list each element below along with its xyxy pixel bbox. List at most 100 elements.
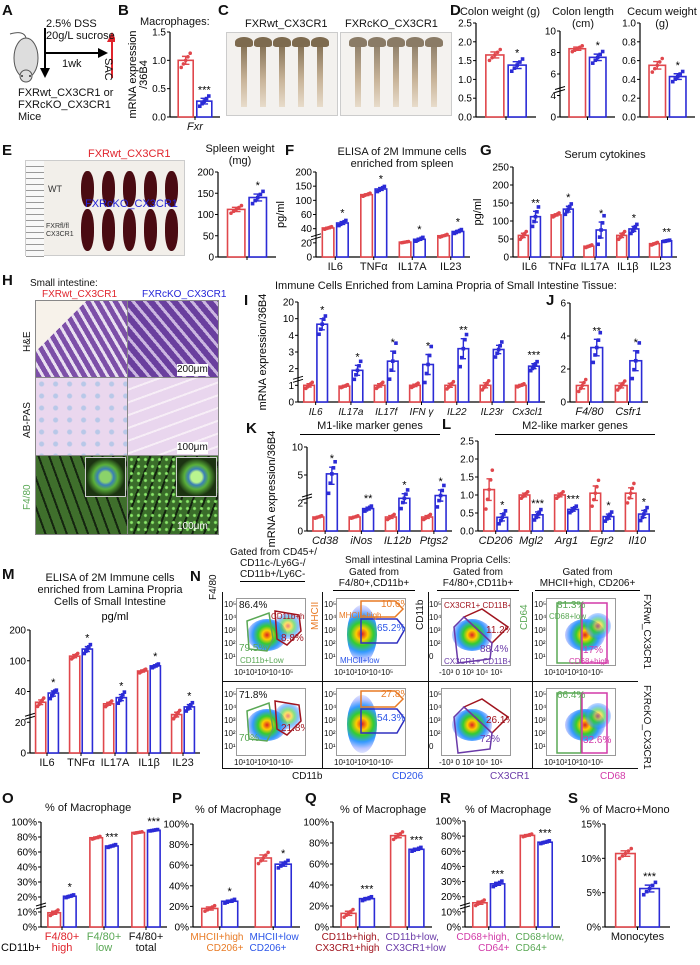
data-point-wt (529, 832, 534, 836)
data-point-ko (498, 343, 503, 348)
cecum-specimen (235, 37, 253, 47)
data-point-wt (620, 854, 625, 858)
data-point-wt (632, 481, 636, 486)
data-point-ko (318, 327, 323, 332)
category-label: Arg1 (554, 535, 578, 547)
y-tick-label: 10⁴ (429, 613, 442, 622)
gate-name-cx3cr1-high: CX3CR1+ CD11B+ high (444, 601, 511, 610)
data-point-ko (645, 505, 649, 510)
bar-ko (62, 895, 77, 928)
error-bar-wt (486, 478, 492, 502)
data-point-ko (541, 841, 545, 845)
data-point-ko (427, 353, 432, 358)
row-label-f480: F4/80 (22, 484, 33, 510)
y-tick-label: 2.5 (458, 19, 472, 30)
data-point-ko (650, 883, 655, 888)
data-point-ko (153, 828, 158, 832)
y-tick-label: 100 (492, 217, 509, 228)
y-axis-label: pg/ml (275, 201, 287, 228)
chart-svg: 0.0 0.2 0.4 0.6 0.8 1.0 * (622, 19, 695, 124)
gate-percent-cx3cr1-high: 26.1% (486, 715, 510, 726)
plot-area: 0 50 100 150 200 * (197, 168, 276, 264)
y-tick-label: 150 (197, 189, 214, 200)
gate-percent-cx3cr1-low: 72% (480, 734, 501, 745)
gate-overlay (556, 602, 608, 664)
significance-stars: * (515, 48, 520, 60)
axis-break-mark (310, 233, 322, 241)
y-tick-label: 0.0 (458, 113, 472, 124)
l-title: M2-like marker genes (495, 420, 655, 435)
category-label: CD64+ (478, 943, 510, 954)
y-tick-label: 60% (309, 860, 329, 871)
data-point-ko (635, 350, 640, 354)
panel-label-c: C (218, 2, 229, 19)
d2-title: Colon length (cm) (552, 6, 614, 30)
y-tick-label: 150 (492, 199, 509, 210)
gate-overlay (246, 700, 302, 742)
data-point-ko (596, 242, 600, 247)
significance-stars: *** (198, 84, 212, 96)
data-point-ko (603, 519, 608, 523)
colon-specimen (355, 41, 361, 107)
panel-label-q: Q (305, 790, 317, 807)
n-header-col2-2: F4/80+,CD11b+ (333, 578, 415, 591)
m-title-3: Cells of Small Intestine (54, 596, 166, 608)
n-yaxis-cd64: CD64 (519, 604, 530, 630)
mice-line2: FXRcKO_CX3CR1 (18, 99, 111, 111)
y-tick-label: 3 (288, 348, 294, 359)
data-point-ko (638, 518, 643, 523)
data-point-wt (406, 239, 411, 244)
axis-break-mark (24, 712, 36, 720)
data-point-ko (198, 104, 202, 109)
b-title: Macrophages: (140, 16, 210, 28)
data-point-ko (88, 642, 93, 647)
chart-svg: 0 50 100 150 200 * (197, 168, 276, 264)
data-point-ko (653, 880, 658, 885)
data-point-ko (85, 647, 90, 651)
data-point-ko (532, 219, 536, 224)
h-ko-label: FXRcKO_CX3CR1 (142, 289, 227, 300)
y-tick-label: 100 (295, 196, 312, 207)
category-label: CD206+ (250, 943, 287, 954)
significance-stars: * (456, 216, 461, 228)
category-label: Fxr (187, 121, 204, 133)
data-point-ko (83, 649, 88, 654)
y-tick-label: 0.0 (460, 527, 474, 538)
data-point-wt (490, 55, 494, 60)
data-point-ko (382, 184, 387, 189)
data-point-ko (358, 359, 363, 364)
data-point-ko (184, 709, 189, 713)
data-point-ko (357, 364, 361, 368)
significance-stars: * (320, 305, 325, 317)
data-point-ko (518, 60, 522, 64)
data-point-ko (419, 845, 423, 850)
data-point-ko (635, 222, 639, 227)
data-point-wt (625, 501, 630, 505)
bar-ko (358, 897, 376, 928)
colon-specimen (317, 41, 323, 107)
y-tick-label: 6 (560, 299, 566, 310)
data-point-ko (232, 897, 237, 902)
data-point-ko (632, 227, 636, 231)
data-point-ko (200, 101, 204, 106)
data-point-ko (261, 189, 265, 194)
data-point-ko (535, 359, 539, 364)
x-tick-labels: -10³ 0 10³ 10⁴ 10⁵ (439, 668, 503, 677)
data-point-wt (657, 60, 662, 64)
y-axis-label: pg/ml (472, 199, 484, 226)
gate-name-cd11b-low: CD11b+Low (240, 656, 284, 665)
category-label: IL1β (617, 261, 639, 273)
colon-specimen (374, 41, 380, 107)
y-tick-label: 100 (9, 656, 26, 667)
data-point-ko (64, 895, 68, 900)
gate (556, 692, 582, 754)
panel-label-s: S (568, 790, 579, 807)
sac-label: SAC (102, 58, 114, 81)
y-tick-label: 30% (441, 877, 461, 888)
significance-stars: * (187, 691, 192, 703)
data-point-ko (250, 201, 255, 206)
y-tick-label: 0% (447, 923, 462, 934)
significance-stars: *** (527, 350, 541, 362)
y-tick-label: 10³ (429, 626, 441, 635)
y-tick-label: 30% (17, 878, 37, 889)
